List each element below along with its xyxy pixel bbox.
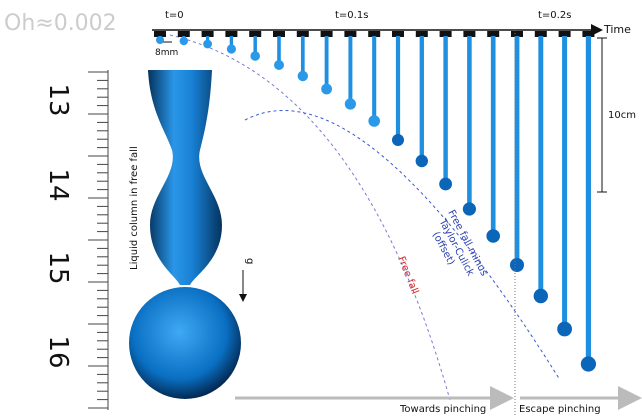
liquid-column [148,70,222,285]
scale-large: 10cm [608,110,636,121]
ruler-label: 15 [43,251,73,284]
ruler-label: 14 [43,168,73,201]
towards-label: Towards pinching [399,404,486,415]
drop-bulb [510,258,524,272]
drop-bulb [298,71,308,81]
drop-bulb [227,44,236,53]
drop-column [348,36,352,104]
drop-bulb [416,155,428,167]
drop-column [562,36,567,329]
drop-column [538,36,543,296]
ruler-label: 16 [43,335,73,368]
taylor-culick-curve [245,111,560,380]
drop-column [301,36,305,76]
drop-column [467,36,472,209]
drop-bulb [557,322,572,337]
drop-column [443,36,447,184]
time-label: Time [603,23,631,36]
drop-bulb [581,356,596,371]
time-tick: t=0 [165,10,184,21]
drop-bulb [203,40,212,49]
drop-bulb [463,202,476,215]
ruler-label: 13 [43,83,73,116]
drop-column [396,36,400,140]
drop-bulb [180,37,188,45]
time-tick: t=0.1s [335,10,368,21]
figure: Oh≈0.002 Time t=0 t=0.1s t=0.2s 8mm 10cm… [0,0,642,416]
column-label: Liquid column in free fall [129,146,140,270]
liquid-drop [129,287,241,399]
drop-column [372,36,376,121]
drop-column [420,36,424,161]
drop-bulb [274,60,284,70]
drop-column [325,36,329,89]
free-fall-label: Free fall [395,255,420,296]
oh-label: Oh≈0.002 [4,11,117,36]
drop-bulb [534,289,548,303]
drop-bulb [321,84,332,95]
drop-bulb [250,51,260,61]
time-tick: t=0.2s [538,10,571,21]
drop-column [586,36,591,364]
drop-bulb [345,98,356,109]
drop-bulb [439,178,452,191]
gravity-label: g [244,258,255,264]
ruler [88,70,108,410]
drop-bulb [486,229,500,243]
drop-bulb [392,134,404,146]
drop-bulb [156,36,164,44]
scale-small: 8mm [155,48,178,58]
escape-label: Escape pinching [519,404,601,415]
drop-bulb [368,115,380,127]
drop-column [491,36,496,236]
